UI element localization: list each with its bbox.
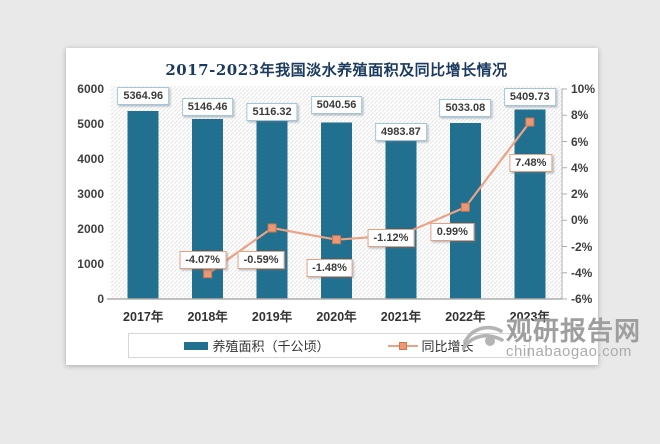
right-axis-tick: 2% <box>571 187 589 201</box>
bar-2017年 <box>127 111 159 299</box>
right-axis-tick: -2% <box>571 239 593 254</box>
legend-label-area: 养殖面积（千公顷） <box>212 339 330 354</box>
left-axis-tick: 2000 <box>77 222 104 236</box>
legend-item-area: 养殖面积（千公顷） <box>184 336 330 355</box>
bar-value-label: 5116.32 <box>246 102 298 121</box>
left-axis-tick: 6000 <box>77 82 104 96</box>
bar-value-label: 5146.46 <box>181 97 234 116</box>
bar-value-label: 5364.96 <box>117 87 170 106</box>
bar-value-label: 4983.87 <box>375 122 427 141</box>
x-tick-label: 2018年 <box>187 310 228 324</box>
right-axis-tick: 10% <box>571 82 596 96</box>
growth-value-label: -0.59% <box>237 250 285 269</box>
growth-value-label: -1.12% <box>367 228 415 247</box>
growth-marker-2020年 <box>332 235 341 245</box>
left-axis-tick: 0 <box>97 292 104 306</box>
x-tick-label: 2022年 <box>445 310 486 324</box>
bar-value-label: 5040.56 <box>310 95 363 114</box>
bar-2023年 <box>514 109 546 299</box>
right-axis-tick: -4% <box>571 265 593 280</box>
growth-value-label: -1.48% <box>306 258 353 277</box>
bar-2018年 <box>192 118 224 299</box>
legend-label-growth: 同比增长 <box>421 339 474 354</box>
x-tick-label: 2021年 <box>380 310 422 324</box>
x-tick-label: 2017年 <box>123 310 164 324</box>
left-axis-tick: 3000 <box>77 187 104 201</box>
chart-card: 2017-2023年我国淡水养殖面积及同比增长情况 0 1000 2000 3000 4… <box>66 48 598 365</box>
x-tick-label: 2020年 <box>316 310 357 324</box>
legend-item-growth: 同比增长 <box>387 336 474 355</box>
bar-2019年 <box>256 119 288 299</box>
x-tick-label: 2019年 <box>251 310 293 324</box>
growth-marker-2022年 <box>460 202 470 212</box>
left-axis-tick: 5000 <box>77 117 104 131</box>
x-tick-label: 2023年 <box>509 310 550 324</box>
left-axis-tick: 1000 <box>77 257 104 271</box>
growth-marker-2023年 <box>525 117 535 127</box>
chart-title: 2017-2023年我国淡水养殖面积及同比增长情况 <box>165 61 508 79</box>
growth-marker-2019年 <box>267 223 277 233</box>
right-axis-tick: 0% <box>571 213 589 228</box>
line-series-swatch-icon <box>387 341 418 350</box>
growth-marker-2018年 <box>203 269 213 279</box>
bar-2021年 <box>385 124 417 300</box>
bar-value-label: 5409.73 <box>503 87 556 106</box>
bar-series-swatch-icon <box>184 341 209 350</box>
right-axis-tick: 8% <box>571 108 589 123</box>
bar-value-label: 5033.08 <box>439 98 492 117</box>
left-axis-tick: 4000 <box>77 152 104 166</box>
right-axis-tick: 6% <box>571 134 589 149</box>
growth-value-label: 0.99% <box>430 223 474 242</box>
right-axis-tick: 4% <box>571 160 589 175</box>
right-axis-tick: -6% <box>571 292 593 306</box>
chart-plot-area <box>107 86 567 300</box>
growth-value-label: 7.48% <box>509 154 553 173</box>
chart-legend: 养殖面积（千公顷） 同比增长 <box>128 333 530 358</box>
growth-value-label: -4.07% <box>179 250 227 269</box>
